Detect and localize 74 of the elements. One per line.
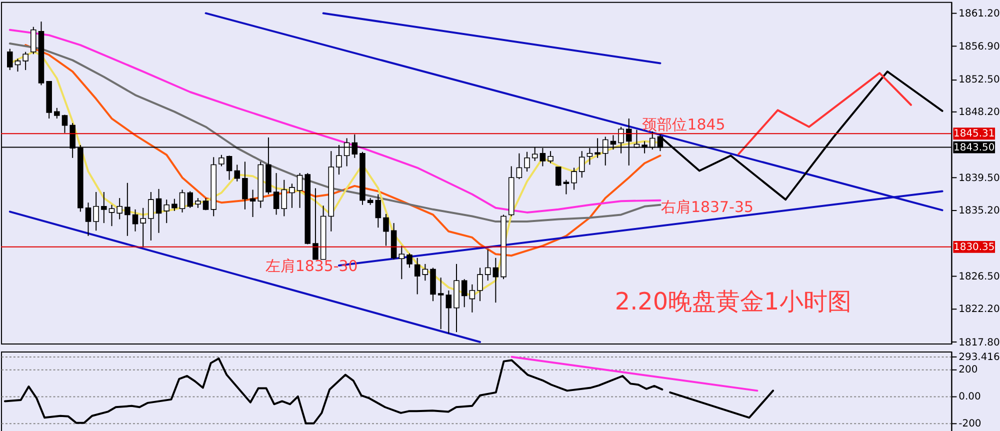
y-tick-label: -200: [958, 418, 982, 430]
candlestick: [218, 154, 224, 167]
y-tick-label: 1835.20: [958, 206, 1000, 217]
candlestick: [312, 188, 318, 260]
candlestick: [164, 199, 170, 224]
candlestick: [187, 190, 193, 208]
candlestick: [375, 194, 382, 228]
candlestick: [179, 189, 186, 213]
candlestick: [22, 51, 28, 71]
candlestick: [226, 155, 232, 180]
candlestick: [571, 167, 577, 190]
candlestick: [555, 166, 562, 186]
y-tick-label: 1839.50: [958, 173, 1000, 184]
candlestick: [148, 191, 154, 241]
y-tick-label: 200: [958, 364, 978, 376]
candlestick: [438, 277, 444, 330]
candlestick: [140, 207, 146, 248]
line-series: [738, 72, 912, 156]
candlestick: [250, 189, 256, 218]
candlestick: [414, 257, 420, 295]
candlestick: [484, 249, 491, 282]
annotation: 右肩1837-35: [661, 198, 754, 216]
candlestick: [101, 191, 107, 224]
candlestick: [242, 161, 248, 210]
ref-line-label: 1843.50: [954, 142, 995, 154]
y-tick-label: 1856.90: [958, 41, 1000, 52]
candlestick: [446, 290, 452, 334]
y-tick-label: 293.416: [958, 352, 1000, 363]
candlestick: [516, 152, 522, 180]
candlestick: [398, 245, 405, 280]
candlestick: [156, 188, 162, 234]
ref-line-label: 1845.31: [954, 128, 995, 140]
line-series: [4, 357, 664, 424]
candlestick: [548, 150, 554, 164]
candlestick: [234, 164, 240, 182]
candlestick: [563, 179, 570, 195]
y-tick-label: 1852.50: [958, 74, 1000, 86]
y-tick-label: 1848.20: [958, 107, 1000, 118]
candlestick: [14, 58, 21, 72]
candlestick: [202, 198, 209, 211]
candlestick: [281, 179, 288, 217]
candlestick: [132, 208, 138, 232]
candlestick: [477, 267, 483, 302]
candlestick: [289, 183, 295, 208]
candlestick: [469, 284, 476, 313]
candlestick: [85, 202, 92, 236]
text: 2.20晚盘黄金1小时图: [614, 288, 852, 316]
ref-line-label: 1830.35: [954, 242, 995, 253]
candlestick: [296, 172, 303, 208]
y-tick-label: 1822.20: [958, 304, 1000, 316]
candlestick: [383, 213, 389, 246]
candlestick: [172, 198, 178, 212]
candlestick: [273, 172, 280, 216]
candlestick: [93, 191, 99, 232]
y-tick-label: 1817.80: [958, 337, 1000, 348]
candlestick: [492, 257, 499, 304]
candlestick: [62, 114, 68, 134]
y-tick-label: 0.00: [958, 391, 981, 402]
candlestick: [108, 204, 115, 227]
y-tick-label: 1861.20: [958, 8, 1000, 20]
candlestick: [30, 26, 36, 55]
candlestick: [7, 48, 13, 71]
candlestick: [124, 182, 130, 236]
candlestick: [524, 151, 530, 172]
annotation: 左肩1835-30: [265, 256, 358, 275]
annotation: 颈部位1845: [642, 115, 726, 134]
y-tick-label: 1826.50: [958, 272, 1000, 283]
candlestick: [54, 107, 60, 120]
candlestick: [116, 198, 122, 220]
candlestick: [461, 278, 468, 308]
candlestick: [578, 150, 585, 178]
candlestick: [195, 198, 201, 208]
candlestick: [422, 263, 428, 282]
candlestick: [406, 252, 412, 268]
